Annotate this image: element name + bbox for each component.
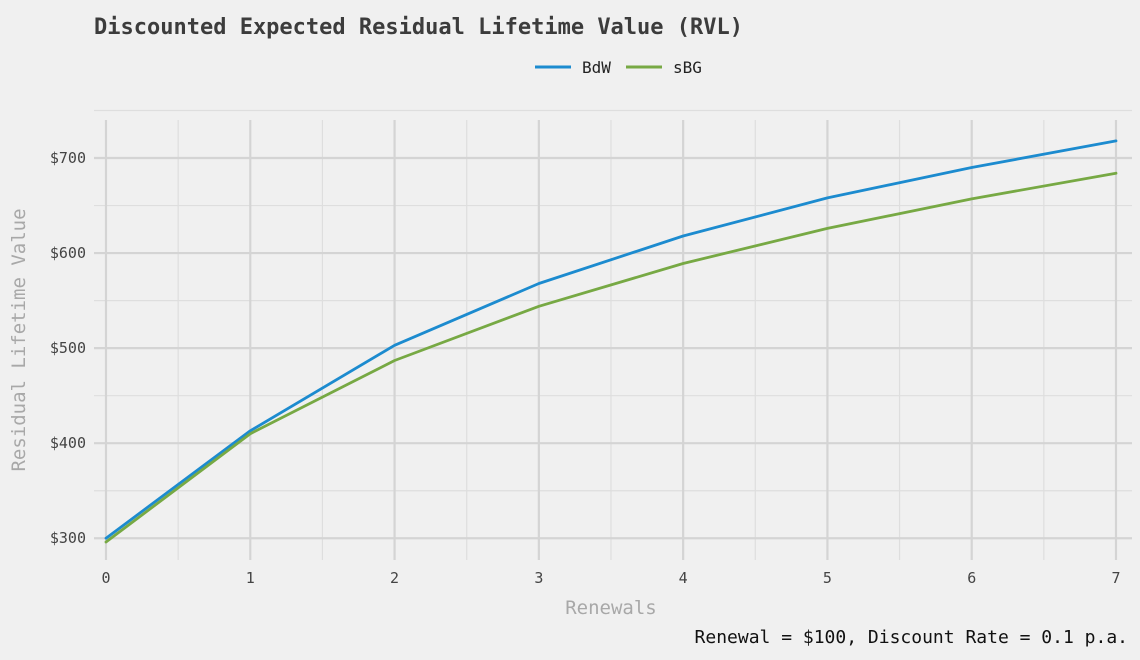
y-tick-label: $700 [50, 149, 86, 167]
y-tick-label: $400 [50, 434, 86, 452]
chart-title: Discounted Expected Residual Lifetime Va… [94, 15, 743, 40]
y-tick-label: $500 [50, 339, 86, 357]
legend-label: sBG [673, 58, 702, 77]
x-tick-label: 5 [823, 569, 832, 587]
y-tick-label: $300 [50, 529, 86, 547]
x-tick-label: 7 [1111, 569, 1120, 587]
x-axis-ticks: 0 1 2 3 4 5 6 7 [101, 569, 1120, 587]
legend: BdW sBG [535, 58, 702, 77]
x-tick-label: 0 [101, 569, 110, 587]
x-tick-label: 6 [967, 569, 976, 587]
x-tick-label: 3 [534, 569, 543, 587]
legend-item-sbg: sBG [626, 58, 702, 77]
series-lines [104, 139, 1118, 544]
y-axis-title: Residual Lifetime Value [8, 208, 30, 471]
x-tick-label: 4 [679, 569, 688, 587]
chart-caption: Renewal = $100, Discount Rate = 0.1 p.a. [695, 627, 1128, 648]
legend-label: BdW [582, 58, 611, 77]
legend-item-bdw: BdW [535, 58, 611, 77]
x-axis-title: Renewals [565, 597, 657, 619]
x-tick-label: 1 [246, 569, 255, 587]
series-line-bdw [104, 139, 1118, 540]
grid [94, 109, 1132, 560]
y-tick-label: $600 [50, 244, 86, 262]
x-tick-label: 2 [390, 569, 399, 587]
y-axis-ticks: $300 $400 $500 $600 $700 [50, 149, 86, 547]
series-line-sbg [104, 171, 1118, 544]
